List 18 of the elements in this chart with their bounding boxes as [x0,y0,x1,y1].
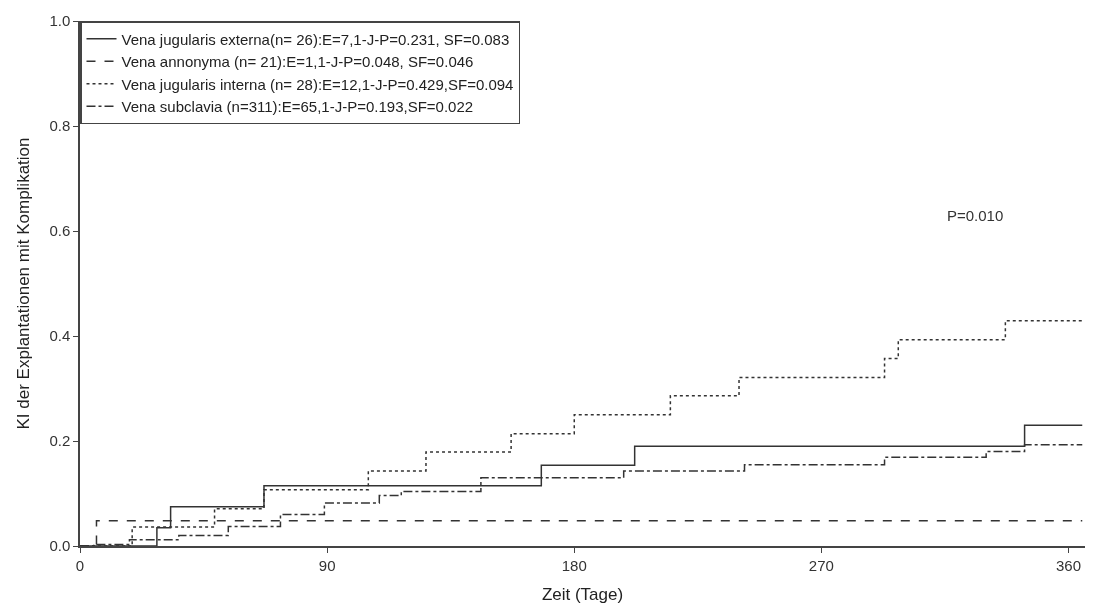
y-tick-label: 0.2 [49,432,71,450]
y-tick-label: 1.0 [49,12,71,30]
x-tick-label: 270 [808,556,834,574]
x-axis-title: Zeit (Tage) [541,584,624,604]
legend-label: Vena annonyma (n= 21):E=1,1-J-P=0.048, SF=0.046 [121,53,474,71]
annotation: P=0.010 [947,207,1004,224]
legend-label: Vena jugularis interna (n= 28):E=12,1-J-P=0.429,SF=0.094 [121,75,514,93]
legend-label: Vena subclavia (n=311):E=65,1-J-P=0.193,SF=0.022 [121,98,474,116]
x-tick-label: 180 [561,556,587,574]
y-tick-label: 0.8 [49,117,71,135]
y-tick-label: 0.6 [49,222,71,240]
y-axis-title: KI der Explantationen mit Komplikation [14,137,34,430]
x-tick-label: 360 [1056,556,1082,574]
y-tick-label: 0.4 [49,327,71,345]
x-tick-label: 90 [318,556,336,574]
x-tick-label: 0 [75,556,85,574]
y-tick-label: 0.0 [49,537,71,555]
legend-label: Vena jugularis externa(n= 26):E=7,1-J-P=0.231, SF=0.083 [121,30,510,48]
